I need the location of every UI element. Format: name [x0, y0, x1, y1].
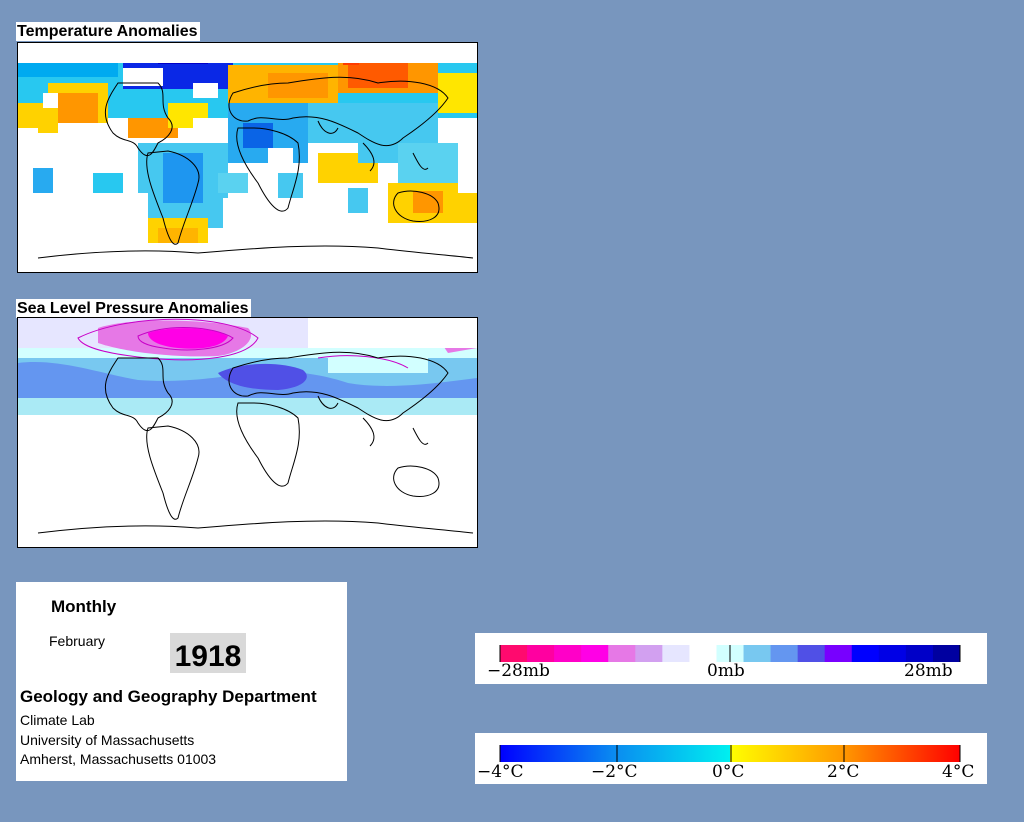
coastline-outlines — [37, 351, 474, 534]
pressure-legend-swatch — [554, 645, 582, 662]
department-name: Geology and Geography Department — [20, 687, 317, 706]
pressure-legend-swatch — [662, 645, 690, 662]
pressure-color-legend: −28mb 0mb 28mb — [475, 633, 987, 684]
pressure-legend-swatches — [499, 645, 961, 662]
pressure-map-title: Sea Level Pressure Anomalies — [16, 299, 251, 318]
lab-name: Climate Lab — [20, 712, 95, 728]
temperature-anomaly-field — [18, 43, 477, 272]
coastline-outlines — [37, 76, 474, 259]
temperature-legend-label-plus2: 2°C — [827, 762, 860, 782]
temperature-legend-label-minus2: −2°C — [591, 762, 638, 782]
temperature-anomaly-map — [17, 42, 478, 273]
pressure-legend-swatch — [608, 645, 636, 662]
temperature-legend-label-minus4: −4°C — [477, 762, 524, 782]
pressure-legend-swatch — [797, 645, 826, 662]
pressure-legend-swatch — [824, 645, 853, 662]
info-panel: Monthly February 1918 Geology and Geogra… — [16, 582, 347, 781]
pressure-legend-swatch — [500, 645, 528, 662]
pressure-legend-label-max: 28mb — [904, 661, 953, 681]
university-name: University of Massachusetts — [20, 732, 195, 748]
pressure-legend-swatch — [878, 645, 907, 662]
pressure-legend-swatch — [635, 645, 663, 662]
pressure-anomaly-map — [17, 317, 478, 548]
period-mode-label: Monthly — [51, 597, 117, 616]
pressure-legend-swatch — [851, 645, 880, 662]
address-line: Amherst, Massachusetts 01003 — [20, 751, 217, 767]
pressure-legend-label-zero: 0mb — [707, 661, 745, 681]
temperature-legend-bar — [500, 745, 960, 762]
pressure-legend-swatch — [581, 645, 609, 662]
temperature-legend-label-plus4: 4°C — [942, 762, 975, 782]
pressure-anomaly-field — [18, 318, 477, 547]
temperature-legend-ticks — [499, 745, 961, 762]
pressure-legend-swatch — [770, 645, 799, 662]
pressure-legend-swatch — [905, 645, 934, 662]
year-display: 1918 — [170, 633, 246, 673]
pressure-legend-swatch — [932, 645, 961, 662]
temperature-color-legend: −4°C −2°C 0°C 2°C 4°C — [475, 733, 987, 784]
temperature-legend-label-zero: 0°C — [712, 762, 745, 782]
temperature-map-title: Temperature Anomalies — [16, 22, 200, 41]
pressure-legend-swatch — [743, 645, 772, 662]
pressure-legend-swatch — [689, 645, 717, 662]
month-label: February — [49, 633, 106, 649]
pressure-legend-swatch — [527, 645, 555, 662]
pressure-legend-label-min: −28mb — [487, 661, 550, 681]
pressure-contours — [77, 318, 259, 361]
